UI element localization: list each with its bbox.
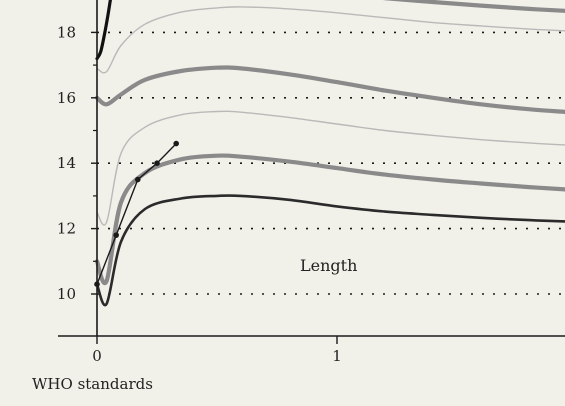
measurement-point	[173, 140, 179, 147]
measurement-series	[94, 140, 179, 287]
percentile-curve-7	[95, 0, 112, 61]
gridlines	[97, 31, 565, 295]
y-tick-label: 14	[57, 154, 76, 172]
measurement-point	[135, 176, 141, 183]
y-tick-label: 16	[57, 89, 76, 107]
percentile-curves	[94, 0, 565, 307]
percentile-curve-5	[96, 6, 565, 74]
axes	[58, 0, 565, 337]
x-tick-label: 1	[332, 347, 342, 365]
percentile-curve-3	[96, 110, 565, 226]
y-tick-label: 18	[57, 23, 76, 41]
percentile-curve-6	[382, 0, 565, 13]
tick-labels: 10 12 14 16 18 0 1	[57, 23, 342, 365]
measurement-point	[154, 160, 160, 166]
y-tick-label: 12	[57, 220, 76, 238]
source-label: WHO standards	[32, 375, 153, 393]
y-tick-label: 10	[57, 285, 76, 303]
length-annotation: Length	[300, 256, 357, 275]
percentile-curve-2	[94, 153, 565, 286]
percentile-curve-4	[94, 65, 565, 114]
percentile-curve-1	[95, 194, 565, 307]
x-tick-label: 0	[92, 347, 102, 365]
measurement-point	[113, 232, 119, 238]
